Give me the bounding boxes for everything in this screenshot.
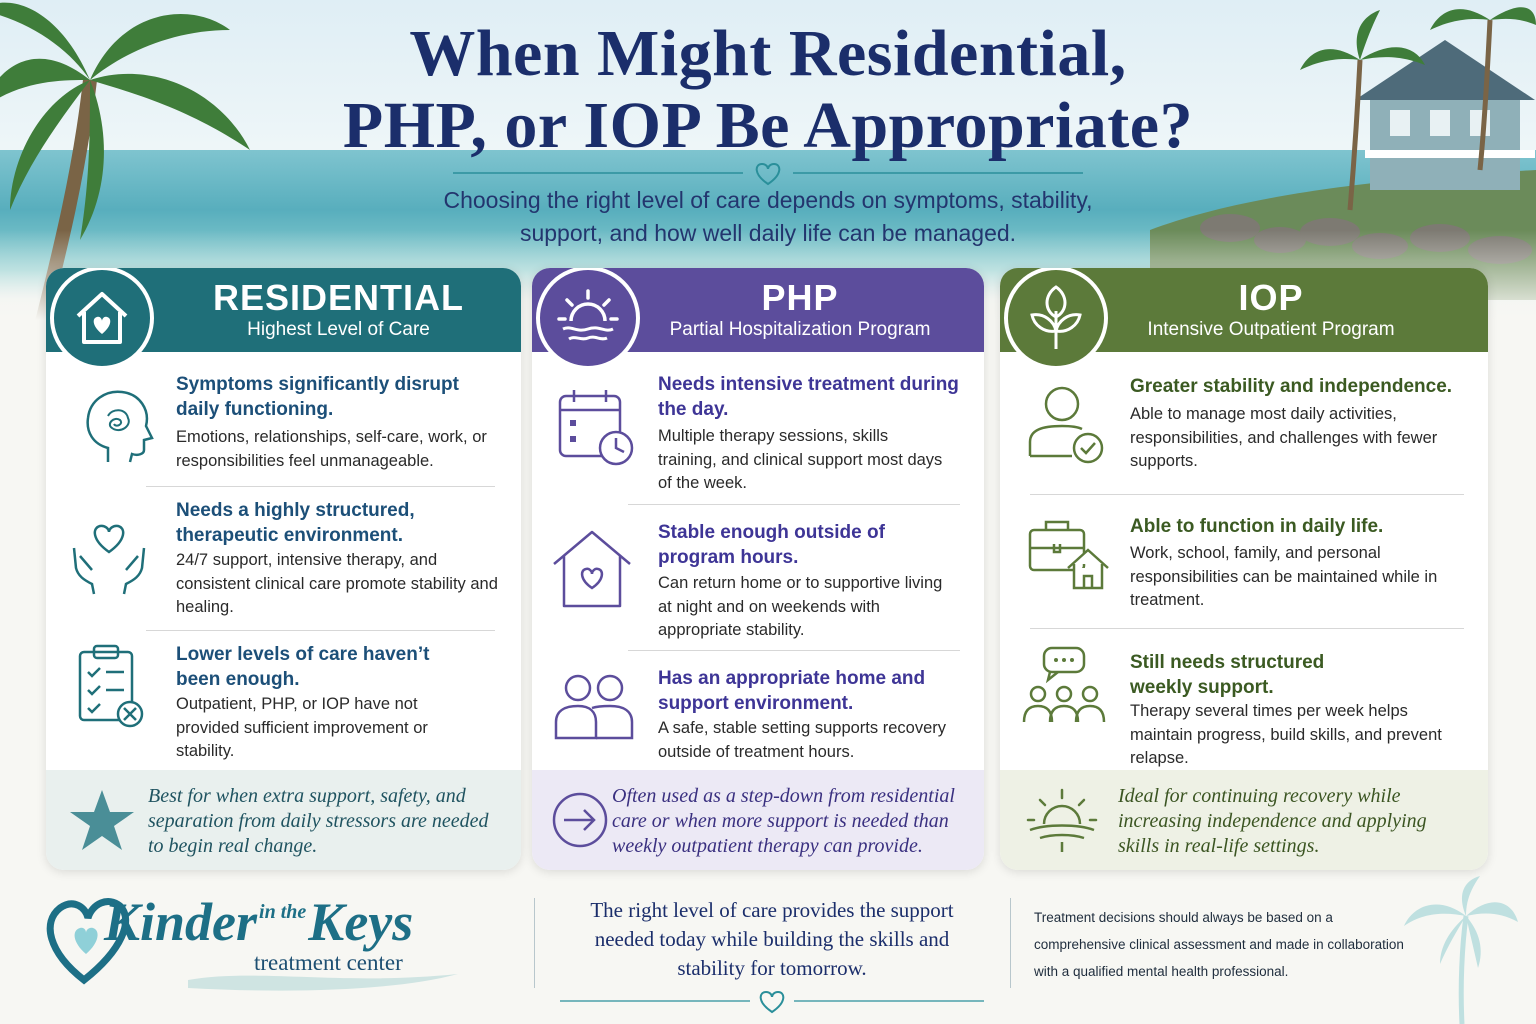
item-heading: Needs a highly structured, therapeutic e…: [176, 500, 415, 546]
list-item: Has an appropriate home and support envi…: [532, 662, 984, 767]
starfish-icon: [70, 790, 134, 850]
list-item: Needs a highly structured, therapeutic e…: [46, 494, 521, 634]
note-text: Ideal for continuing recovery while incr…: [1118, 785, 1427, 857]
list-item: Stable enough outside of program hours. …: [532, 516, 984, 651]
residential-subtitle: Highest Level of Care: [247, 319, 430, 340]
house-heart-icon: [553, 530, 631, 608]
item-body: A safe, stable setting supports recovery…: [658, 719, 946, 761]
page-title: When Might Residential, PHP, or IOP Be A…: [0, 18, 1536, 162]
php-header: PHP Partial Hospitalization Program: [532, 268, 984, 370]
title-line-1: When Might Residential,: [409, 17, 1127, 90]
page-subtitle: Choosing the right level of care depends…: [0, 184, 1536, 250]
iop-note: Ideal for continuing recovery while incr…: [1000, 770, 1488, 870]
php-card: PHP Partial Hospitalization Program Need…: [532, 268, 984, 870]
house-heart-icon: [50, 268, 154, 370]
item-body: Emotions, relationships, self-care, work…: [176, 428, 487, 470]
logo-name: Kinder: [104, 892, 258, 952]
iop-title: IOP: [1238, 277, 1304, 318]
kinder-logo-icon: [46, 898, 458, 991]
php-subtitle: Partial Hospitalization Program: [669, 319, 931, 340]
php-title: PHP: [761, 277, 839, 318]
item-body: Able to manage most daily activities, re…: [1130, 405, 1438, 470]
item-body: 24/7 support, intensive therapy, and con…: [176, 551, 498, 616]
footer-quote: The right level of care provides the sup…: [590, 898, 954, 980]
subtitle-line-2: support, and how well daily life can be …: [519, 220, 1017, 246]
php-note: Often used as a step-down from residenti…: [532, 770, 984, 870]
group-chat-icon: [1022, 646, 1106, 723]
heart-divider-icon: [560, 990, 984, 1014]
logo-wordmark: Kinder in theKeys: [104, 892, 413, 964]
residential-title: RESIDENTIAL: [212, 277, 464, 318]
hands-heart-icon: [72, 524, 146, 595]
note-text: Often used as a step-down from residenti…: [612, 785, 955, 857]
logo-in-the: in the: [259, 901, 307, 923]
list-item: Needs intensive treatment during the day…: [532, 368, 984, 503]
list-item: Still needs structured weekly support. T…: [1000, 640, 1488, 770]
person-check-icon: [1028, 386, 1104, 464]
divider: [1030, 628, 1464, 629]
item-body: Therapy several times per week helps mai…: [1130, 702, 1442, 767]
footer-divider: [1010, 898, 1011, 988]
palm-tree-icon: [1404, 876, 1518, 1024]
list-item: Able to function in daily life. Work, sc…: [1000, 508, 1488, 628]
clipboard-x-icon: [78, 644, 144, 728]
note-text: Best for when extra support, safety, and…: [148, 785, 489, 857]
item-body: Outpatient, PHP, or IOP have not provide…: [176, 695, 428, 760]
item-body: Can return home or to supportive living …: [658, 574, 943, 639]
briefcase-home-icon: [1028, 520, 1109, 590]
arrow-circle-icon: [552, 792, 608, 848]
people-icon: [554, 674, 634, 740]
item-heading: Lower levels of care haven’t been enough…: [176, 644, 430, 690]
divider: [146, 486, 495, 487]
item-heading: Able to function in daily life.: [1130, 516, 1384, 537]
sun-icon: [536, 268, 640, 370]
list-item: Greater stability and independence. Able…: [1000, 368, 1488, 493]
leaf-icon: [1004, 268, 1108, 370]
heart-divider-icon: [453, 162, 1083, 186]
item-heading: Still needs structured weekly support.: [1130, 652, 1325, 698]
item-body: Work, school, family, and personal respo…: [1130, 544, 1438, 609]
calendar-clock-icon: [558, 390, 634, 466]
residential-note: Best for when extra support, safety, and…: [46, 770, 521, 870]
item-heading: Stable enough outside of program hours.: [658, 522, 885, 568]
divider: [1030, 494, 1464, 495]
item-heading: Has an appropriate home and support envi…: [658, 668, 926, 714]
residential-header: RESIDENTIAL Highest Level of Care: [46, 268, 521, 370]
list-item: Symptoms significantly disrupt daily fun…: [46, 368, 521, 486]
sunrise-icon: [1026, 788, 1098, 852]
logo-keys: Keys: [308, 892, 414, 952]
footer-disclaimer: Treatment decisions should always be bas…: [1034, 910, 1404, 979]
item-heading: Symptoms significantly disrupt daily fun…: [176, 374, 459, 420]
head-mind-icon: [86, 390, 154, 463]
title-line-2: PHP, or IOP Be Appropriate?: [342, 89, 1194, 162]
item-body: Multiple therapy sessions, skills traini…: [658, 427, 943, 492]
divider: [146, 630, 495, 631]
divider: [628, 650, 960, 651]
footer-divider: [534, 898, 535, 988]
iop-card: IOP Intensive Outpatient Program Greater…: [1000, 268, 1488, 870]
residential-card: RESIDENTIAL Highest Level of Care Sympto…: [46, 268, 521, 870]
iop-header: IOP Intensive Outpatient Program: [1000, 268, 1488, 370]
iop-subtitle: Intensive Outpatient Program: [1147, 319, 1395, 340]
list-item: Lower levels of care haven’t been enough…: [46, 638, 521, 768]
divider: [628, 504, 960, 505]
item-heading: Needs intensive treatment during the day…: [658, 374, 959, 420]
logo-tagline: treatment center: [254, 950, 403, 975]
item-heading: Greater stability and independence.: [1130, 376, 1453, 397]
subtitle-line-1: Choosing the right level of care depends…: [443, 187, 1093, 213]
